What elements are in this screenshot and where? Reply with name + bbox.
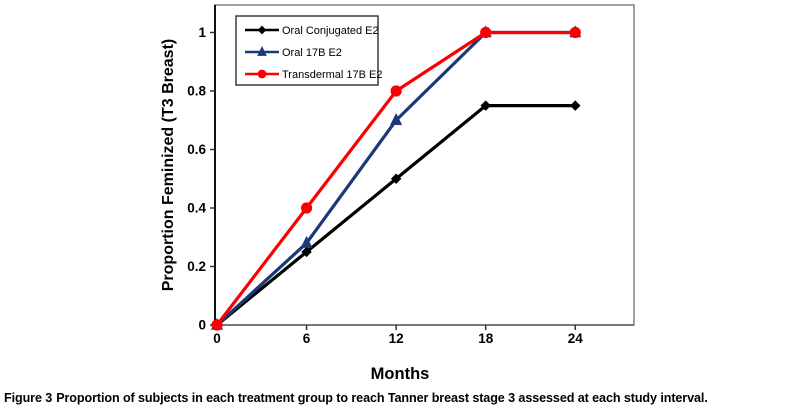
data-point-marker (390, 173, 402, 184)
series-line (215, 104, 576, 327)
figure-caption: Figure 3 Proportion of subjects in each t… (4, 391, 792, 405)
data-point-marker (390, 85, 402, 97)
y-tick-label: 1 (198, 25, 206, 40)
x-tick-label: 12 (389, 331, 404, 346)
y-tick-label: 0 (198, 318, 206, 333)
chart: 0 6 12 18 24 0 0.2 0.4 0.6 0.8 1 Months Proportion F… (160, 4, 635, 383)
data-point-marker (480, 26, 492, 39)
data-point-marker (570, 100, 581, 111)
legend-marker-triangle (257, 46, 267, 56)
y-tick-label: 0.2 (187, 259, 206, 274)
data-point-marker (480, 100, 491, 111)
data-point-marker (300, 202, 313, 214)
legend-marker-diamond (257, 25, 267, 35)
data-point-marker (569, 26, 581, 39)
figure-caption-label: Figure 3 (4, 391, 53, 405)
data-point-marker (301, 246, 312, 258)
x-tick-label: 18 (478, 331, 494, 346)
legend-entry-label: Oral 17B E2 (282, 47, 342, 59)
data-point-marker (300, 235, 313, 248)
data-point-marker (211, 319, 223, 331)
y-tick-label: 0.6 (187, 142, 206, 157)
y-tick-label: 0.8 (187, 83, 206, 98)
figure-caption-text: Proportion of subjects in each treatment… (56, 391, 708, 405)
x-axis-title: Months (371, 365, 430, 383)
legend-entry-label: Transdermal 17B E2 (282, 69, 382, 81)
y-axis-title: Proportion Feminized (T3 Breast) (160, 39, 177, 291)
x-tick-label: 0 (213, 331, 221, 346)
legend-entry-label: Oral Conjugated E2 (282, 25, 379, 37)
legend-marker-circle (257, 69, 267, 79)
x-tick-label: 24 (568, 331, 584, 346)
x-tick-label: 6 (303, 331, 311, 346)
y-tick-label: 0.4 (187, 200, 206, 215)
data-point-marker (390, 113, 403, 126)
